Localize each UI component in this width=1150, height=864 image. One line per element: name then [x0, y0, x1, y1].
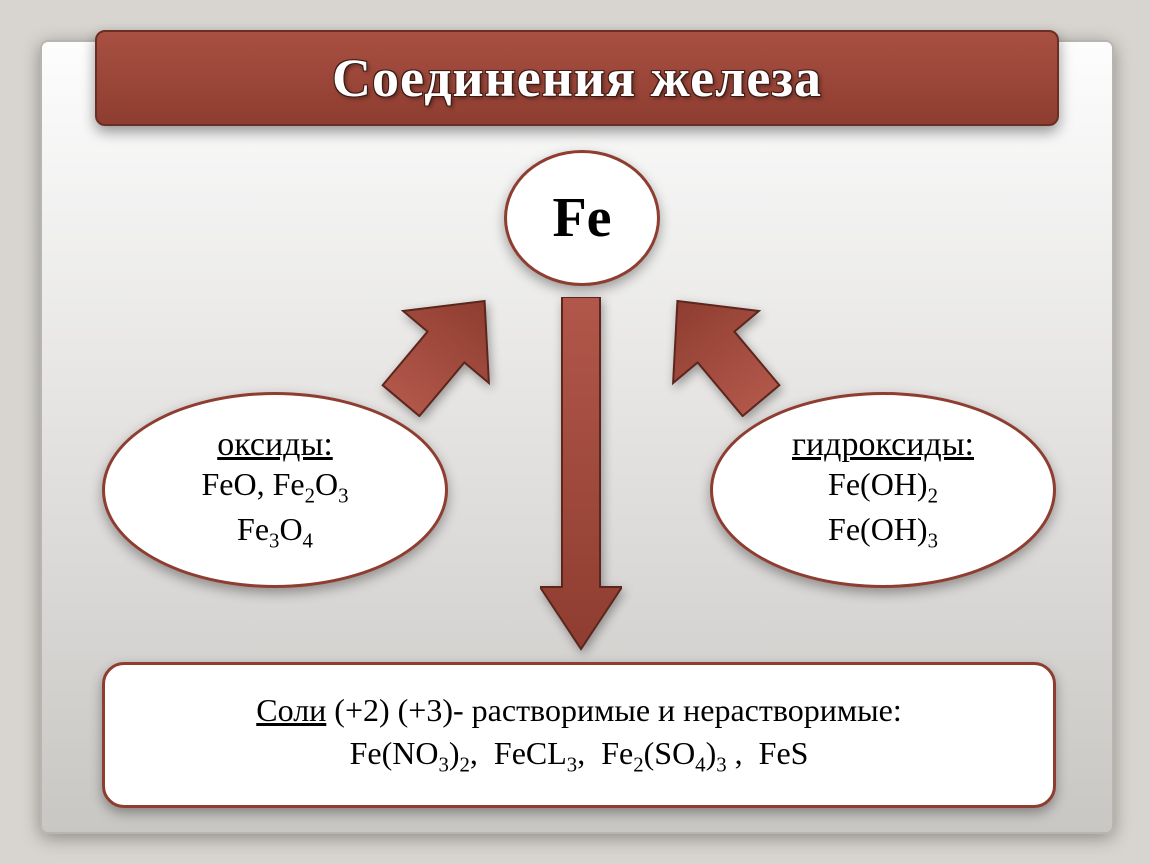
hydroxides-title: гидроксиды:: [792, 426, 974, 464]
arrow-to-salts: [540, 297, 622, 652]
oxides-title: оксиды:: [217, 426, 333, 464]
salts-node: Соли (+2) (+3)- растворимые и нераствори…: [102, 662, 1056, 808]
root-node: Fe: [504, 150, 660, 286]
oxides-node: оксиды: FeO, Fe2O3Fe3O4: [102, 392, 448, 588]
title-text: Соединения железа: [332, 47, 822, 109]
salts-title: Соли (+2) (+3)- растворимые и нераствори…: [256, 692, 901, 729]
root-label: Fe: [552, 186, 611, 250]
oxides-body: FeO, Fe2O3Fe3O4: [201, 464, 348, 555]
hydroxides-node: гидроксиды: Fe(OH)2Fe(OH)3: [710, 392, 1056, 588]
title-banner: Соединения железа: [95, 30, 1059, 126]
arrow-to-hydroxides: [632, 277, 800, 417]
arrow-to-oxides: [362, 277, 530, 417]
hydroxides-body: Fe(OH)2Fe(OH)3: [828, 464, 938, 555]
slide-frame: Соединения железа Fe: [40, 40, 1114, 834]
salts-body: Fe(NO3)2, FeCL3, Fe2(SO4)3 , FeS: [350, 735, 809, 777]
